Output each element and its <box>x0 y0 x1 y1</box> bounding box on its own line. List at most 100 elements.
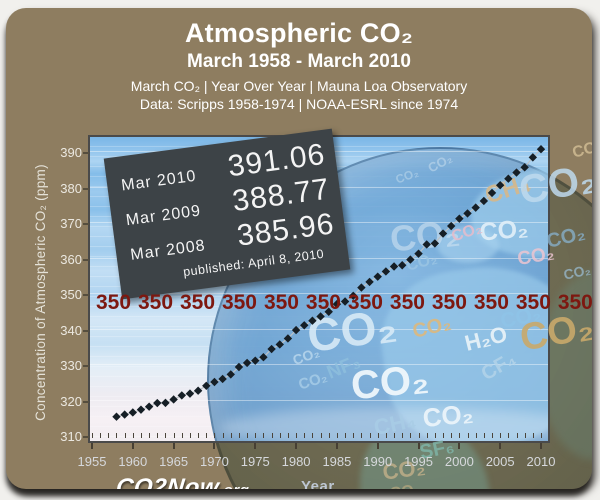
data-point <box>430 239 440 248</box>
x-minor-tick <box>336 433 338 438</box>
x-minor-tick <box>402 433 404 438</box>
x-tick-label: 1955 <box>77 454 107 469</box>
y-tick-mark <box>83 152 89 154</box>
x-minor-tick <box>100 433 102 438</box>
x-major-tick <box>213 443 216 449</box>
x-minor-tick <box>410 433 412 438</box>
data-point <box>234 362 244 372</box>
350-text: 350 <box>137 291 174 314</box>
x-tick-label: 1995 <box>404 454 433 469</box>
data-point <box>136 405 146 414</box>
x-major-tick <box>91 443 93 449</box>
x-minor-tick <box>247 433 249 438</box>
data-point <box>218 374 227 384</box>
co2-infographic-card: Atmospheric CO₂ March 1958 - March 2010 … <box>6 8 592 489</box>
x-tick-label: 2000 <box>444 454 474 469</box>
data-point <box>202 381 211 391</box>
x-minor-tick <box>540 433 542 438</box>
x-minor-tick <box>532 433 534 438</box>
x-minor-tick <box>255 433 257 438</box>
logo-part: CO2 <box>114 474 169 489</box>
y-tick-label: 320 <box>60 393 82 409</box>
data-point <box>479 196 489 206</box>
x-minor-tick <box>140 433 142 438</box>
y-tick-label: 380 <box>60 180 82 196</box>
x-minor-tick <box>451 433 453 438</box>
data-point <box>340 297 350 306</box>
data-point <box>332 299 342 309</box>
y-tick-label: 390 <box>60 145 82 160</box>
x-major-tick <box>172 443 175 449</box>
y-tick-mark <box>83 258 89 261</box>
x-tick-label: 1975 <box>240 454 270 469</box>
globe-cloud-band <box>219 407 548 441</box>
x-minor-tick <box>222 433 224 438</box>
data-point <box>185 389 195 398</box>
data-point <box>112 412 121 421</box>
data-point <box>316 312 325 321</box>
x-minor-tick <box>443 433 445 438</box>
350-text: 350 <box>347 291 383 314</box>
x-tick-label: 1965 <box>159 454 189 469</box>
data-point <box>275 340 284 349</box>
y-tick-mark <box>83 294 89 296</box>
x-minor-tick <box>149 433 151 438</box>
x-tick-label: 1990 <box>363 454 393 469</box>
x-minor-tick <box>116 433 118 438</box>
x-major-tick <box>417 443 420 449</box>
x-minor-tick <box>492 433 494 438</box>
x-minor-tick <box>165 433 167 438</box>
x-major-tick <box>295 443 298 449</box>
x-minor-tick <box>230 433 232 438</box>
data-point <box>495 180 505 190</box>
data-point <box>267 344 276 354</box>
data-point <box>308 316 317 325</box>
350-text: 350 <box>389 291 425 314</box>
co2now-logo: CO2Now.org <box>115 474 251 489</box>
y-tick-mark <box>83 187 89 190</box>
gridline <box>90 364 548 365</box>
y-tick-mark <box>83 329 89 332</box>
x-minor-tick <box>475 433 477 438</box>
350-text: 350 <box>515 291 551 314</box>
data-point <box>161 398 170 408</box>
data-point <box>283 334 293 343</box>
x-major-tick <box>376 443 379 449</box>
y-tick-mark <box>83 400 89 403</box>
molecule-watermark: CO₂ <box>570 137 592 162</box>
x-minor-tick <box>214 433 216 438</box>
x-minor-tick <box>296 433 298 438</box>
data-point <box>414 249 423 258</box>
x-minor-tick <box>377 433 379 438</box>
data-point <box>512 168 521 177</box>
x-minor-tick <box>426 433 428 438</box>
gridline <box>90 293 548 294</box>
data-point <box>251 356 260 365</box>
x-axis-title: Year <box>301 478 335 489</box>
x-major-tick <box>458 443 461 449</box>
x-minor-tick <box>394 433 396 438</box>
x-minor-tick <box>500 433 502 438</box>
data-point <box>446 221 456 231</box>
data-point <box>259 352 268 362</box>
350-text: 350 <box>96 291 132 314</box>
latest-values-callout: Mar 2010 391.06 Mar 2009 388.77 Mar 2008… <box>103 128 351 300</box>
data-point <box>226 370 235 379</box>
350-text: 350 <box>221 291 257 314</box>
date-range: March 1958 - March 2010 <box>187 51 411 72</box>
x-minor-tick <box>524 433 526 438</box>
data-point <box>153 398 162 408</box>
gridline <box>90 399 548 401</box>
x-tick-label: 1970 <box>199 454 229 469</box>
data-point <box>210 377 219 387</box>
data-point <box>193 386 203 395</box>
x-minor-tick <box>467 433 469 438</box>
x-minor-tick <box>279 433 281 438</box>
x-minor-tick <box>516 433 518 438</box>
logo-part: .org <box>218 482 250 489</box>
data-point <box>128 408 138 417</box>
x-minor-tick <box>483 433 485 438</box>
x-tick-label: 1980 <box>281 454 311 469</box>
source-line: March CO₂ | Year Over Year | Mauna Loa O… <box>130 78 468 94</box>
data-credit-line: Data: Scripps 1958-1974 | NOAA-ESRL sinc… <box>139 96 459 112</box>
